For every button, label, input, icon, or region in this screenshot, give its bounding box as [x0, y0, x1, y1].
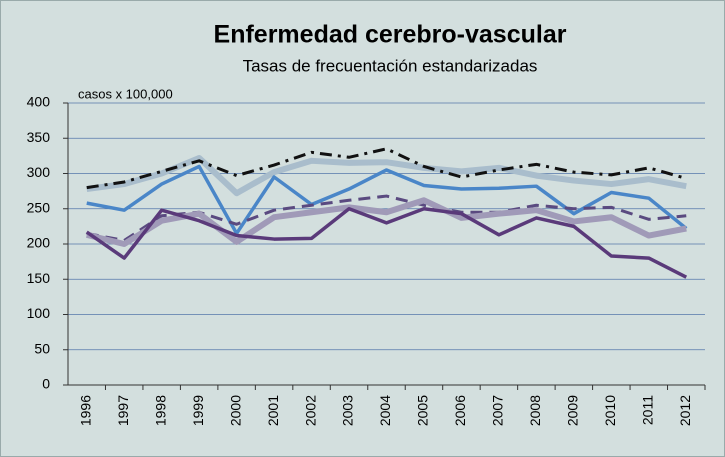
x-tick-label: 2010: [602, 395, 618, 426]
y-tick-label: 0: [42, 376, 50, 392]
x-tick-label: 2005: [415, 395, 431, 426]
x-tick-label: 2009: [565, 395, 581, 426]
y-tick-label: 300: [27, 164, 51, 180]
x-tick-label: 2007: [490, 395, 506, 426]
y-tick-label: 100: [27, 305, 51, 321]
series-line: [86, 147, 687, 190]
y-tick-label: 200: [27, 235, 51, 251]
x-tick-label: 2002: [302, 395, 318, 426]
series-line: [85, 207, 688, 279]
y-axis-label: casos x 100,000: [78, 86, 173, 101]
series-line: [86, 194, 687, 242]
x-tick-label: 2001: [265, 395, 281, 426]
y-tick-label: 400: [27, 94, 51, 110]
x-tick-label: 2003: [340, 395, 356, 426]
x-tick-label: 1998: [152, 395, 168, 426]
y-tick-label: 250: [27, 199, 51, 215]
series-line: [86, 164, 688, 236]
y-tick-label: 350: [27, 129, 51, 145]
x-tick-label: 1997: [115, 395, 131, 426]
y-tick-label: 50: [34, 340, 50, 356]
x-tick-label: 2011: [639, 395, 655, 425]
x-tick-label: 2000: [227, 395, 243, 426]
chart-subtitle: Tasas de frecuentación estandarizadas: [243, 56, 538, 75]
chart-title: Enfermedad cerebro-vascular: [214, 21, 567, 49]
x-tick-label: 2006: [452, 395, 468, 426]
x-tick-label: 1999: [190, 395, 206, 426]
x-tick-label: 2008: [527, 395, 543, 426]
x-tick-label: 1996: [77, 395, 93, 426]
x-tick-label: 2004: [377, 395, 393, 426]
x-tick-label: 2012: [677, 395, 693, 426]
y-tick-label: 150: [27, 270, 51, 286]
series-line: [86, 154, 687, 197]
